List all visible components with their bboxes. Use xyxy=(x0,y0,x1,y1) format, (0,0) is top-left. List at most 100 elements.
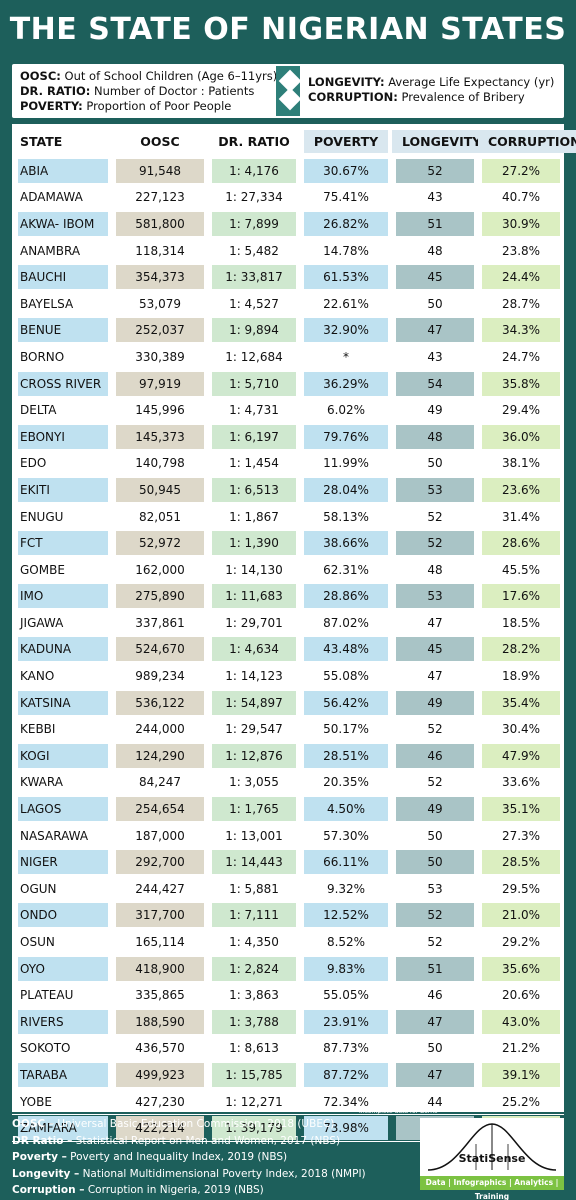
legend-connector xyxy=(276,64,304,118)
dr-ratio-cell: 1: 7,111 xyxy=(208,903,300,930)
state-cell: OGUN xyxy=(12,876,112,903)
oosc-cell: 145,373 xyxy=(112,424,208,451)
poverty-cell: 66.11% xyxy=(300,849,392,877)
table-row: ADAMAWA 227,123 1: 27,334 75.41% 43 40.7% xyxy=(12,185,564,212)
state-cell: OSUN xyxy=(12,929,112,956)
header-poverty: POVERTY xyxy=(300,124,392,158)
oosc-cell: 91,548 xyxy=(112,158,208,185)
poverty-cell: 22.61% xyxy=(300,291,392,318)
state-cell: IMO xyxy=(12,584,112,611)
poverty-cell: 75.41% xyxy=(300,185,392,212)
diamond-icon xyxy=(278,87,302,111)
dr-ratio-cell: 1: 7,899 xyxy=(208,211,300,238)
oosc-cell: 422,214 xyxy=(112,1115,208,1142)
table-row: AKWA- IBOM 581,800 1: 7,899 26.82% 51 30.9% xyxy=(12,211,564,238)
table-row: YOBE 427,230 1: 12,271 72.34% 44 25.2% xyxy=(12,1089,564,1116)
longevity-cell: 44 xyxy=(392,1089,478,1116)
table-row: EKITI 50,945 1: 6,513 28.04% 53 23.6% xyxy=(12,477,564,504)
table-row: NIGER 292,700 1: 14,443 66.11% 50 28.5% xyxy=(12,849,564,877)
longevity-cell: 52 xyxy=(392,504,478,531)
dr-ratio-cell: 1: 14,130 xyxy=(208,557,300,584)
longevity-cell: 43 xyxy=(392,344,478,371)
state-cell: CROSS RIVER xyxy=(12,371,112,398)
legend-row-dr-ratio: DR. RATIO: Number of Doctor : Patients xyxy=(20,84,255,98)
dr-ratio-cell: 1: 9,894 xyxy=(208,318,300,345)
table-row: RIVERS 188,590 1: 3,788 23.91% 47 43.0% xyxy=(12,1009,564,1036)
corruption-cell: 18.9% xyxy=(478,663,564,690)
state-cell: DELTA xyxy=(12,397,112,424)
dr-ratio-cell: 1: 1,390 xyxy=(208,530,300,557)
oosc-cell: 524,670 xyxy=(112,637,208,664)
oosc-cell: 418,900 xyxy=(112,956,208,983)
poverty-cell: 6.02% xyxy=(300,397,392,424)
state-cell: NIGER xyxy=(12,849,112,877)
corruption-cell: 35.6% xyxy=(478,956,564,983)
poverty-cell: 32.90% xyxy=(300,318,392,345)
oosc-cell: 354,373 xyxy=(112,264,208,291)
oosc-cell: 52,972 xyxy=(112,530,208,557)
poverty-cell: 12.52% xyxy=(300,903,392,930)
corruption-cell: 29.2% xyxy=(478,929,564,956)
corruption-cell: 35.1% xyxy=(478,796,564,823)
state-cell: KADUNA xyxy=(12,637,112,664)
corruption-cell: 30.4% xyxy=(478,716,564,744)
poverty-cell: 87.73% xyxy=(300,1036,392,1063)
dr-ratio-cell: 1: 1,867 xyxy=(208,504,300,531)
dr-ratio-cell: 1: 39,179 xyxy=(208,1115,300,1142)
oosc-cell: 118,314 xyxy=(112,238,208,265)
table-row: BAUCHI 354,373 1: 33,817 61.53% 45 24.4% xyxy=(12,264,564,291)
longevity-cell: 48 xyxy=(392,557,478,584)
longevity-cell: 45 xyxy=(392,637,478,664)
dr-ratio-cell: 1: 14,123 xyxy=(208,663,300,690)
corruption-cell: 36.0% xyxy=(478,424,564,451)
oosc-cell: 330,389 xyxy=(112,344,208,371)
table-row: KOGI 124,290 1: 12,876 28.51% 46 47.9% xyxy=(12,743,564,770)
corruption-cell: 31.4% xyxy=(478,504,564,531)
longevity-cell: 53 xyxy=(392,876,478,903)
poverty-cell: 26.82% xyxy=(300,211,392,238)
table-row: KATSINA 536,122 1: 54,897 56.42% 49 35.4% xyxy=(12,690,564,717)
state-cell: NASARAWA xyxy=(12,823,112,850)
oosc-cell: 145,996 xyxy=(112,397,208,424)
oosc-cell: 82,051 xyxy=(112,504,208,531)
dr-ratio-cell: 1: 5,710 xyxy=(208,371,300,398)
dr-ratio-cell: 1: 12,876 xyxy=(208,743,300,770)
dr-ratio-cell: 1: 54,897 xyxy=(208,690,300,717)
table-row: KANO 989,234 1: 14,123 55.08% 47 18.9% xyxy=(12,663,564,690)
table-body: ABIA 91,548 1: 4,176 30.67% 52 27.2% ADAMAWA 22… xyxy=(12,158,564,1142)
longevity-cell: 48 xyxy=(392,424,478,451)
state-cell: ADAMAWA xyxy=(12,185,112,212)
corruption-cell: 27.3% xyxy=(478,823,564,850)
poverty-cell: 14.78% xyxy=(300,238,392,265)
table-row: SOKOTO 436,570 1: 8,613 87.73% 50 21.2% xyxy=(12,1036,564,1063)
table-row: BAYELSA 53,079 1: 4,527 22.61% 50 28.7% xyxy=(12,291,564,318)
poverty-cell: 62.31% xyxy=(300,557,392,584)
poverty-cell: 55.05% xyxy=(300,982,392,1009)
legend-row-poverty: POVERTY: Proportion of Poor People xyxy=(20,99,232,113)
footnote: *Incomplete data for Borno xyxy=(356,1108,438,1115)
oosc-cell: 252,037 xyxy=(112,318,208,345)
poverty-cell: 38.66% xyxy=(300,530,392,557)
longevity-cell: 49 xyxy=(392,397,478,424)
corruption-cell: 20.6% xyxy=(478,982,564,1009)
states-table-container: STATE OOSC DR. RATIO POVERTY LONGEVITY C… xyxy=(12,124,576,1142)
state-cell: BAYELSA xyxy=(12,291,112,318)
corruption-cell: 23.6% xyxy=(478,477,564,504)
longevity-cell: 47 xyxy=(392,1009,478,1036)
poverty-cell: 43.48% xyxy=(300,637,392,664)
logo-tagline: Data | Infographics | Analytics | Traini… xyxy=(420,1176,564,1200)
dr-ratio-cell: 1: 27,334 xyxy=(208,185,300,212)
bell-curve-icon xyxy=(427,1123,557,1171)
poverty-cell: 73.98% xyxy=(300,1115,392,1142)
oosc-cell: 84,247 xyxy=(112,770,208,797)
state-cell: AKWA- IBOM xyxy=(12,211,112,238)
corruption-cell: 23.8% xyxy=(478,238,564,265)
poverty-cell: 8.52% xyxy=(300,929,392,956)
oosc-cell: 187,000 xyxy=(112,823,208,850)
poverty-cell: 11.99% xyxy=(300,451,392,478)
longevity-cell: 49 xyxy=(392,690,478,717)
dr-ratio-cell: 1: 4,634 xyxy=(208,637,300,664)
header-longevity: LONGEVITY xyxy=(392,124,492,158)
table-row: OSUN 165,114 1: 4,350 8.52% 52 29.2% xyxy=(12,929,564,956)
longevity-cell: 52 xyxy=(392,158,478,185)
